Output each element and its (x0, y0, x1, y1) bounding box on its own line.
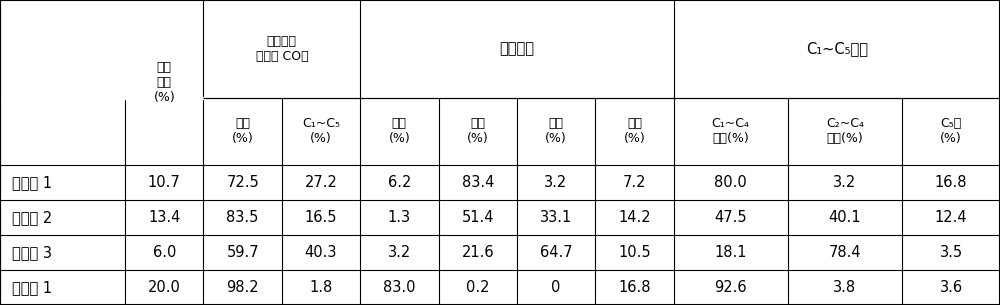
Text: 12.4: 12.4 (935, 210, 967, 225)
Text: 实施例 3: 实施例 3 (12, 245, 52, 260)
Text: 13.4: 13.4 (148, 210, 180, 225)
Text: 丙苯
(%): 丙苯 (%) (545, 117, 567, 145)
Text: 3.5: 3.5 (939, 245, 963, 260)
Text: 实施例 1: 实施例 1 (12, 175, 52, 190)
Text: 72.5: 72.5 (226, 175, 259, 190)
Text: 20.0: 20.0 (148, 280, 181, 295)
Text: 16.8: 16.8 (618, 280, 651, 295)
Text: 3.2: 3.2 (544, 175, 568, 190)
Text: 40.3: 40.3 (305, 245, 337, 260)
Text: 3.2: 3.2 (833, 175, 857, 190)
Text: 83.0: 83.0 (383, 280, 416, 295)
Text: 78.4: 78.4 (829, 245, 861, 260)
Text: 64.7: 64.7 (540, 245, 572, 260)
Text: 实施例 2: 实施例 2 (12, 210, 52, 225)
Text: 47.5: 47.5 (714, 210, 747, 225)
Text: 甲苯
(%): 甲苯 (%) (388, 117, 410, 145)
Text: 1.3: 1.3 (388, 210, 411, 225)
Text: 其它
(%): 其它 (%) (624, 117, 645, 145)
Text: 芳烃
(%): 芳烃 (%) (232, 117, 254, 145)
Text: 10.5: 10.5 (618, 245, 651, 260)
Text: 产物分布
（不计 CO）: 产物分布 （不计 CO） (256, 35, 308, 63)
Text: 6.2: 6.2 (388, 175, 411, 190)
Text: 98.2: 98.2 (226, 280, 259, 295)
Text: 对比例 1: 对比例 1 (12, 280, 52, 295)
Text: 7.2: 7.2 (623, 175, 646, 190)
Text: 16.5: 16.5 (305, 210, 337, 225)
Text: 乙苯
(%): 乙苯 (%) (467, 117, 489, 145)
Text: 3.8: 3.8 (833, 280, 857, 295)
Text: 芳烃分布: 芳烃分布 (499, 41, 534, 56)
Text: 83.5: 83.5 (226, 210, 259, 225)
Bar (0, 97, 203, 99)
Text: 27.2: 27.2 (305, 175, 337, 190)
Text: 40.1: 40.1 (829, 210, 861, 225)
Text: 3.6: 3.6 (939, 280, 963, 295)
Text: 14.2: 14.2 (618, 210, 651, 225)
Text: C₁~C₅分布: C₁~C₅分布 (806, 41, 868, 56)
Text: 苯转
化率
(%): 苯转 化率 (%) (153, 61, 175, 104)
Text: 6.0: 6.0 (153, 245, 176, 260)
Text: 51.4: 51.4 (461, 210, 494, 225)
Text: 16.8: 16.8 (935, 175, 967, 190)
Text: 3.2: 3.2 (388, 245, 411, 260)
Text: 80.0: 80.0 (714, 175, 747, 190)
Text: 0.2: 0.2 (466, 280, 489, 295)
Text: 92.6: 92.6 (714, 280, 747, 295)
Text: 18.1: 18.1 (714, 245, 747, 260)
Text: C₅烃
(%): C₅烃 (%) (940, 117, 962, 145)
Text: 83.4: 83.4 (462, 175, 494, 190)
Text: 1.8: 1.8 (309, 280, 333, 295)
Text: 21.6: 21.6 (461, 245, 494, 260)
Text: 10.7: 10.7 (148, 175, 181, 190)
Text: C₁~C₄
烷烃(%): C₁~C₄ 烷烃(%) (712, 117, 750, 145)
Text: 59.7: 59.7 (226, 245, 259, 260)
Text: 0: 0 (551, 280, 561, 295)
Text: C₁~C₅
(%): C₁~C₅ (%) (302, 117, 340, 145)
Text: 33.1: 33.1 (540, 210, 572, 225)
Text: C₂~C₄
烯烃(%): C₂~C₄ 烯烃(%) (826, 117, 864, 145)
